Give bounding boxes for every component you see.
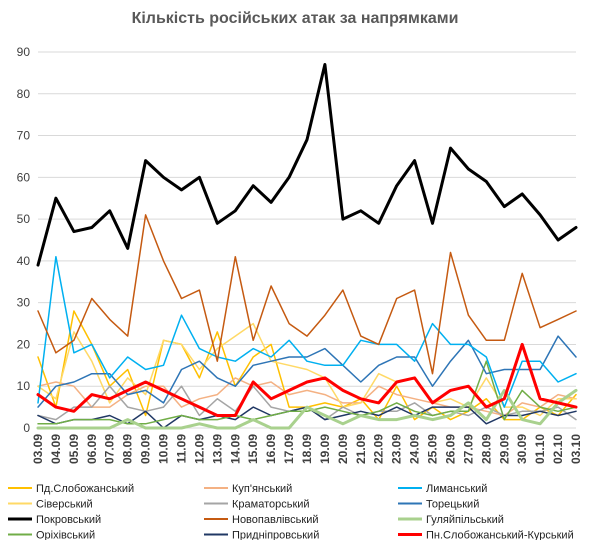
x-tick-label: 24.09: [408, 434, 422, 464]
legend-label: Краматорський: [232, 499, 310, 511]
x-tick-label: 26.09: [443, 434, 457, 464]
x-tick-label: 30.09: [515, 434, 529, 464]
y-tick-label: 80: [17, 87, 31, 101]
legend-label: Куп'янський: [232, 483, 292, 495]
x-tick-label: 01.10: [533, 434, 547, 464]
series-line: [36, 388, 578, 430]
y-tick-label: 30: [17, 296, 31, 310]
x-tick-label: 11.09: [174, 434, 188, 464]
x-axis-ticks: 03.09 04.09 05.09 06.09 07.09 08.09 09.09 10.09…: [31, 434, 583, 464]
x-tick-label: 29.09: [497, 434, 511, 464]
x-tick-label: 09.09: [139, 434, 153, 464]
series-line: [36, 63, 578, 267]
legend-label: Лиманський: [426, 483, 487, 495]
x-tick-label: 04.09: [49, 434, 63, 464]
legend-label: Оріхівський: [36, 530, 95, 540]
x-tick-label: 05.09: [67, 434, 81, 464]
x-tick-label: 06.09: [85, 434, 99, 464]
y-tick-label: 60: [17, 170, 31, 184]
y-tick-label: 70: [17, 129, 31, 143]
x-tick-label: 28.09: [479, 434, 493, 464]
x-tick-label: 12.09: [192, 434, 206, 464]
series-line: [37, 360, 577, 425]
x-tick-label: 17.09: [282, 434, 296, 464]
x-tick-label: 08.09: [121, 434, 135, 464]
series-line: [36, 342, 578, 417]
x-tick-label: 19.09: [318, 434, 332, 464]
y-tick-label: 40: [17, 254, 31, 268]
legend-label: Гуляйпільський: [426, 514, 504, 526]
x-tick-label: 10.09: [157, 434, 171, 464]
x-tick-label: 14.09: [228, 434, 242, 464]
x-tick-label: 16.09: [264, 434, 278, 464]
x-tick-label: 03.09: [31, 434, 45, 464]
y-tick-label: 10: [17, 379, 31, 393]
legend-label: Новопавлівський: [232, 514, 318, 526]
x-tick-label: 18.09: [300, 434, 314, 464]
gridlines: [38, 51, 576, 429]
legend-label: Пд.Слобожанський: [36, 483, 134, 495]
x-tick-label: 02.10: [551, 434, 565, 464]
series-line: [37, 214, 577, 375]
series-lines: [36, 63, 578, 430]
x-tick-label: 21.09: [354, 434, 368, 464]
legend-label: Торецький: [426, 499, 479, 511]
legend: Пд.Слобожанський Куп'янський Лиманський Сів…: [8, 483, 574, 540]
x-tick-label: 25.09: [426, 434, 440, 464]
x-tick-label: 23.09: [390, 434, 404, 464]
legend-label: Придніпровський: [232, 530, 319, 540]
x-tick-label: 03.10: [569, 434, 583, 464]
x-tick-label: 07.09: [103, 434, 117, 464]
series-line: [37, 255, 577, 408]
x-tick-label: 13.09: [210, 434, 224, 464]
series-line: [37, 322, 577, 417]
x-tick-label: 27.09: [461, 434, 475, 464]
x-tick-label: 15.09: [246, 434, 260, 464]
x-tick-label: 22.09: [372, 434, 386, 464]
y-tick-label: 20: [17, 337, 31, 351]
series-line: [37, 335, 577, 408]
y-tick-label: 90: [17, 45, 31, 59]
legend-label: Сіверський: [36, 499, 93, 511]
legend-label: Пн.Слобожанський-Курський: [426, 530, 574, 540]
y-tick-label: 0: [23, 421, 30, 435]
chart-title: Кількість російських атак за напрямками: [131, 10, 459, 27]
y-axis-ticks: 0 10 20 30 40 50 60 70 80 90: [17, 45, 31, 435]
y-tick-label: 50: [17, 212, 31, 226]
x-tick-label: 20.09: [336, 434, 350, 464]
legend-label: Покровський: [36, 514, 101, 526]
